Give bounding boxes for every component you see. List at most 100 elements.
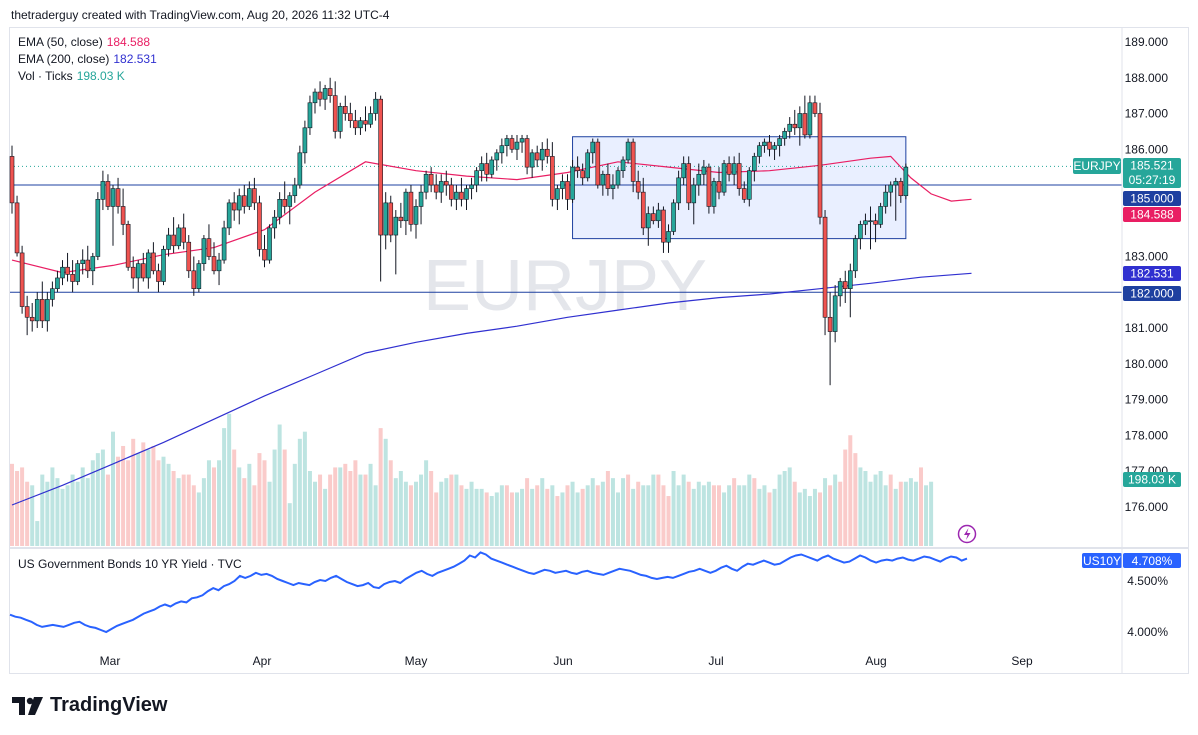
candle (125, 220, 131, 271)
symbol-tag[interactable]: EURJPY (1073, 158, 1121, 174)
candle-body (539, 148, 545, 161)
legend-volume[interactable]: Vol · Ticks 198.03 K (18, 69, 125, 83)
candle-body (80, 259, 85, 264)
candle (767, 134, 772, 157)
candle (151, 242, 156, 275)
candle (231, 192, 237, 221)
volume-bar (75, 481, 80, 546)
candle (514, 134, 520, 160)
candle (620, 156, 626, 178)
candle (19, 245, 25, 314)
price-axis-tick-label: 183.000 (1125, 250, 1169, 264)
candle-body (706, 166, 712, 207)
candle (550, 142, 555, 207)
volume-bar (121, 445, 126, 546)
volume-bar (797, 492, 802, 546)
price-axis-label[interactable]: 185.000 (1123, 191, 1181, 206)
volume-bar (777, 474, 782, 546)
candle-body (120, 206, 126, 225)
volume-bar (429, 471, 434, 546)
volume-bar (277, 424, 282, 546)
price-axis-label[interactable]: 182.000 (1123, 286, 1181, 301)
volume-bar (282, 449, 287, 546)
candle (721, 159, 727, 196)
volume-bar (181, 474, 186, 546)
price-axis-label[interactable]: 182.531 (1123, 266, 1181, 281)
candle (630, 138, 636, 193)
volume-bar (373, 485, 378, 546)
volume-bar (807, 496, 812, 546)
us10y-value-tag: 4.708% (1132, 554, 1173, 568)
candle-body (373, 98, 378, 114)
ema200-line[interactable] (11, 272, 972, 506)
candle (807, 95, 813, 139)
candle-body (802, 113, 808, 136)
candle-body (529, 152, 535, 168)
candle-body (302, 127, 308, 154)
volume-bar (348, 471, 353, 546)
candle-body (610, 184, 616, 189)
candle (272, 210, 277, 239)
candle (60, 260, 65, 286)
candle-body (691, 184, 697, 204)
candle (847, 263, 853, 318)
volume-bar (25, 481, 30, 546)
price-axis-label[interactable]: 184.588 (1123, 207, 1181, 222)
volume-bar (45, 481, 50, 546)
candle-body (317, 91, 323, 100)
candle (85, 245, 91, 278)
candle-body (171, 234, 176, 247)
legend-ema200[interactable]: EMA (200, close) 182.531 (18, 52, 157, 66)
volume-bar (585, 485, 590, 546)
candle-body (656, 209, 661, 222)
candle-body (166, 234, 171, 250)
symbol-tag-bg (1073, 158, 1121, 174)
candle (539, 142, 545, 171)
volume-bar (666, 496, 671, 546)
lightning-icon[interactable] (957, 524, 977, 544)
candle (736, 152, 742, 196)
price-axis-tick-label: 181.000 (1125, 321, 1169, 335)
ema50-line[interactable] (11, 155, 972, 274)
volume-bar (924, 485, 929, 546)
legend-ema50[interactable]: EMA (50, close) 184.588 (18, 35, 150, 49)
price-axis-tick-label: 188.000 (1125, 71, 1169, 85)
volume-bar (176, 478, 181, 546)
candle (282, 181, 288, 214)
candle (701, 159, 707, 185)
candle-body (191, 270, 197, 289)
candle (14, 195, 20, 257)
volume-bar (747, 474, 752, 546)
candle-body (433, 184, 439, 193)
candle (443, 170, 449, 196)
candle (575, 156, 580, 178)
volume-bar (520, 488, 525, 546)
candle-body (479, 163, 484, 172)
volume-bar (247, 463, 252, 546)
tradingview-logo-icon (12, 696, 43, 715)
candle (817, 102, 823, 225)
us10y-yield-line[interactable] (9, 551, 968, 634)
price-axis-label[interactable]: 198.03 K (1123, 472, 1181, 487)
candle-body (898, 181, 904, 197)
candle-body (428, 173, 434, 186)
volume-bar (267, 481, 272, 546)
volume-bar (105, 474, 110, 546)
lower-pane-title[interactable]: US Government Bonds 10 YR Yield · TVC (18, 557, 242, 571)
volume-bar (156, 460, 161, 546)
candle (236, 188, 242, 225)
tradingview-logo[interactable]: TradingView (12, 694, 167, 717)
volume-bar (393, 478, 398, 546)
candle-body (777, 138, 782, 146)
us10y-axis-label[interactable]: US10Y 4.708% (1082, 553, 1181, 568)
candle-body (252, 188, 257, 204)
volume-bar (605, 471, 610, 546)
volume-bar (555, 496, 560, 546)
candle-body (746, 170, 752, 200)
candle (686, 156, 692, 211)
candle (226, 199, 232, 236)
volume-bar (464, 488, 469, 546)
candle (565, 174, 570, 211)
